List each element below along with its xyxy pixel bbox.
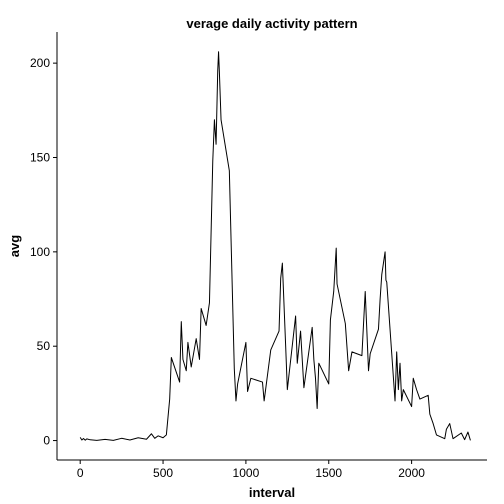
y-tick-label: 150 [30, 150, 50, 164]
x-tick-label: 0 [77, 466, 84, 480]
y-axis-ticks: 0 50 100 150 200 [30, 56, 57, 448]
x-axis-ticks: 0 500 1000 1500 2000 [77, 460, 425, 480]
chart-title: verage daily activity pattern [186, 16, 357, 31]
x-tick-label: 500 [153, 466, 173, 480]
y-tick-label: 200 [30, 56, 50, 70]
x-axis-label: interval [249, 485, 295, 500]
y-tick-label: 100 [30, 245, 50, 259]
x-tick-label: 2000 [398, 466, 425, 480]
y-axis-label: avg [7, 235, 22, 257]
series-line [79, 51, 471, 441]
x-tick-label: 1500 [315, 466, 342, 480]
y-tick-label: 50 [37, 339, 51, 353]
y-tick-label: 0 [43, 434, 50, 448]
x-tick-label: 1000 [233, 466, 260, 480]
